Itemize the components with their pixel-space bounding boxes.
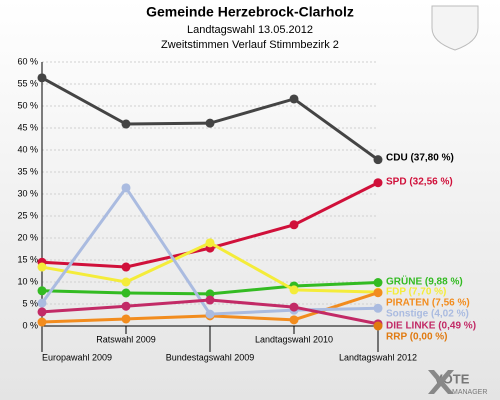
series-label: Sonstige (4,02 %) <box>386 309 469 320</box>
y-tick-label: 0 % <box>22 320 38 330</box>
chart-title: Gemeinde Herzebrock-Clarholz <box>146 4 354 20</box>
series-label: PIRATEN (7,56 %) <box>386 298 470 309</box>
y-tick-label: 20 % <box>17 232 38 242</box>
x-tick-label: Bundestagswahl 2009 <box>166 352 255 362</box>
data-point <box>205 118 215 128</box>
series-label: RRP (0,00 %) <box>386 332 448 343</box>
x-tick-label: Landtagswahl 2010 <box>255 334 333 344</box>
x-tick-label: Landtagswahl 2012 <box>339 352 417 362</box>
data-point <box>289 220 299 230</box>
series-label: FDP (7,70 %) <box>386 287 446 298</box>
data-point <box>121 288 131 298</box>
data-point <box>373 303 383 313</box>
y-tick-label: 30 % <box>17 188 38 198</box>
series-label: CDU (37,80 %) <box>386 153 454 164</box>
series-label: SPD (32,56 %) <box>386 177 453 188</box>
chart-subtitle: Zweitstimmen Verlauf Stimmbezirk 2 <box>161 39 339 51</box>
y-tick-label: 35 % <box>17 166 38 176</box>
data-point <box>289 285 299 295</box>
data-point <box>121 277 131 287</box>
x-tick-label: Europawahl 2009 <box>42 352 112 362</box>
data-point <box>121 301 131 311</box>
y-tick-label: 25 % <box>17 210 38 220</box>
data-point <box>289 315 299 325</box>
y-tick-label: 40 % <box>17 144 38 154</box>
data-point <box>373 321 383 331</box>
y-tick-label: 10 % <box>17 276 38 286</box>
data-point <box>373 178 383 188</box>
y-tick-label: 15 % <box>17 254 38 264</box>
coat-of-arms <box>431 5 479 51</box>
y-tick-label: 60 % <box>17 56 38 66</box>
data-point <box>373 288 383 298</box>
data-point <box>37 286 47 296</box>
chart-subtitle: Landtagswahl 13.05.2012 <box>187 24 313 36</box>
data-point <box>205 309 215 319</box>
data-point <box>37 73 47 83</box>
data-point <box>205 295 215 305</box>
data-point <box>373 278 383 288</box>
data-point <box>373 155 383 165</box>
data-point <box>205 238 215 248</box>
y-tick-label: 5 % <box>22 298 38 308</box>
y-tick-label: 50 % <box>17 100 38 110</box>
logo: MANAGER <box>452 389 487 396</box>
y-tick-label: 45 % <box>17 122 38 132</box>
data-point <box>37 317 47 327</box>
series-label: DIE LINKE (0,49 %) <box>386 321 476 332</box>
data-point <box>37 307 47 317</box>
data-point <box>121 314 131 324</box>
x-tick-label: Ratswahl 2009 <box>96 334 156 344</box>
data-point <box>37 298 47 308</box>
data-point <box>289 94 299 104</box>
series-label: GRÜNE (9,88 %) <box>386 275 463 288</box>
data-point <box>121 262 131 272</box>
data-point <box>289 302 299 312</box>
logo-icon <box>428 370 454 394</box>
data-point <box>121 119 131 129</box>
data-point <box>121 183 131 193</box>
data-point <box>37 262 47 272</box>
data-point <box>205 289 215 299</box>
y-tick-label: 55 % <box>17 78 38 88</box>
